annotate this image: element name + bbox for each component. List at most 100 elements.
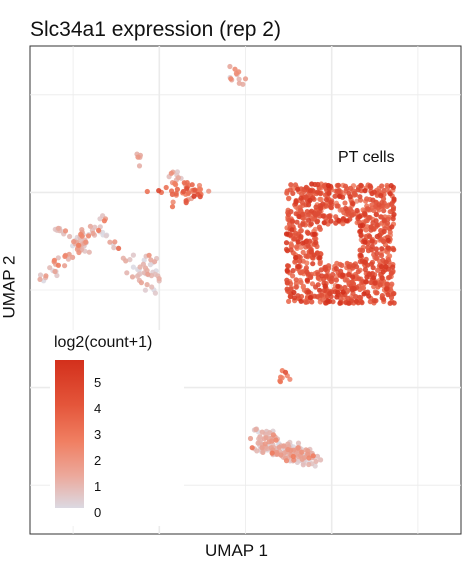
cell-point — [305, 242, 311, 249]
cell-point — [344, 218, 350, 224]
cell-point — [350, 274, 356, 280]
cell-point — [284, 248, 290, 254]
cell-point — [379, 275, 385, 281]
cell-point — [289, 227, 295, 233]
cell-point — [307, 295, 313, 301]
cell-point — [318, 205, 324, 211]
cell-point — [340, 272, 346, 278]
cell-point — [371, 207, 377, 213]
cell-point — [335, 182, 342, 188]
cell-point — [189, 182, 195, 188]
cell-point — [296, 264, 302, 270]
cell-point — [141, 257, 147, 263]
cell-point — [299, 456, 305, 462]
cell-point — [374, 290, 380, 296]
cell-point — [312, 235, 318, 242]
cell-point — [373, 246, 379, 252]
cell-point — [381, 187, 387, 194]
cell-point — [283, 231, 290, 237]
cell-point — [383, 264, 389, 270]
cell-point — [232, 66, 238, 72]
cell-point — [373, 218, 379, 224]
cell-point — [55, 262, 62, 268]
cell-point — [123, 258, 129, 264]
cell-point — [247, 435, 254, 442]
cell-point — [130, 264, 136, 270]
cell-point — [62, 228, 69, 234]
cell-point — [327, 290, 333, 297]
cell-point — [96, 227, 102, 233]
cell-point — [305, 230, 311, 236]
cell-point — [300, 211, 306, 217]
cell-point — [326, 190, 332, 196]
cell-point — [303, 194, 309, 200]
cell-point — [342, 277, 348, 283]
cell-point — [112, 239, 118, 245]
cell-point — [374, 233, 380, 240]
cell-point — [163, 184, 169, 191]
cell-point — [372, 280, 378, 286]
cell-point — [312, 293, 318, 299]
cell-point — [370, 265, 376, 271]
cell-point — [313, 458, 319, 464]
cell-point — [342, 284, 348, 291]
cell-point — [285, 446, 291, 453]
cell-point — [349, 212, 355, 218]
cell-point — [299, 269, 305, 275]
cell-point — [309, 181, 315, 187]
cell-point — [363, 233, 369, 240]
cell-point — [309, 281, 316, 287]
legend-tick-1: 1 — [94, 479, 102, 494]
cell-point — [269, 438, 275, 444]
cell-point — [130, 252, 136, 258]
cell-point — [389, 281, 395, 287]
cell-point — [286, 196, 292, 202]
cell-point — [142, 265, 149, 271]
cell-point — [298, 279, 304, 285]
cell-point — [285, 263, 291, 269]
cell-point — [184, 186, 190, 192]
cell-point — [381, 218, 387, 224]
cell-point — [353, 294, 359, 300]
cell-point — [287, 376, 293, 382]
cell-point — [183, 200, 189, 206]
cell-point — [294, 219, 300, 225]
cell-point — [368, 279, 374, 286]
cell-point — [351, 263, 357, 269]
cell-point — [371, 298, 377, 304]
cell-point — [309, 299, 315, 305]
cell-point — [357, 194, 363, 200]
cell-point — [191, 193, 197, 199]
cell-point — [170, 199, 176, 205]
cell-point — [169, 191, 175, 197]
cell-point — [391, 247, 397, 253]
cell-point — [37, 276, 43, 282]
cell-point — [283, 458, 290, 464]
cell-point — [381, 208, 387, 214]
legend-tick-2: 2 — [94, 453, 102, 468]
cell-point — [356, 276, 362, 282]
legend-colorbar — [55, 360, 84, 508]
cell-point — [310, 261, 316, 267]
cell-point — [306, 217, 312, 223]
cell-point — [168, 170, 174, 176]
cell-point — [369, 238, 375, 244]
cell-point — [358, 183, 364, 189]
cell-point — [242, 76, 249, 82]
cell-point — [51, 257, 58, 263]
cell-point — [257, 434, 263, 440]
cell-point — [76, 249, 82, 256]
cell-point — [288, 241, 294, 247]
cell-point — [288, 182, 294, 188]
cell-point — [369, 202, 375, 208]
cell-point — [255, 440, 261, 446]
cell-points — [37, 63, 397, 469]
cell-point — [369, 190, 375, 197]
cell-point — [319, 292, 325, 298]
cell-point — [303, 265, 309, 271]
cell-point — [321, 220, 327, 226]
cell-point — [320, 213, 326, 219]
cell-point — [290, 453, 296, 460]
cell-point — [355, 269, 361, 275]
cell-point — [54, 272, 60, 279]
